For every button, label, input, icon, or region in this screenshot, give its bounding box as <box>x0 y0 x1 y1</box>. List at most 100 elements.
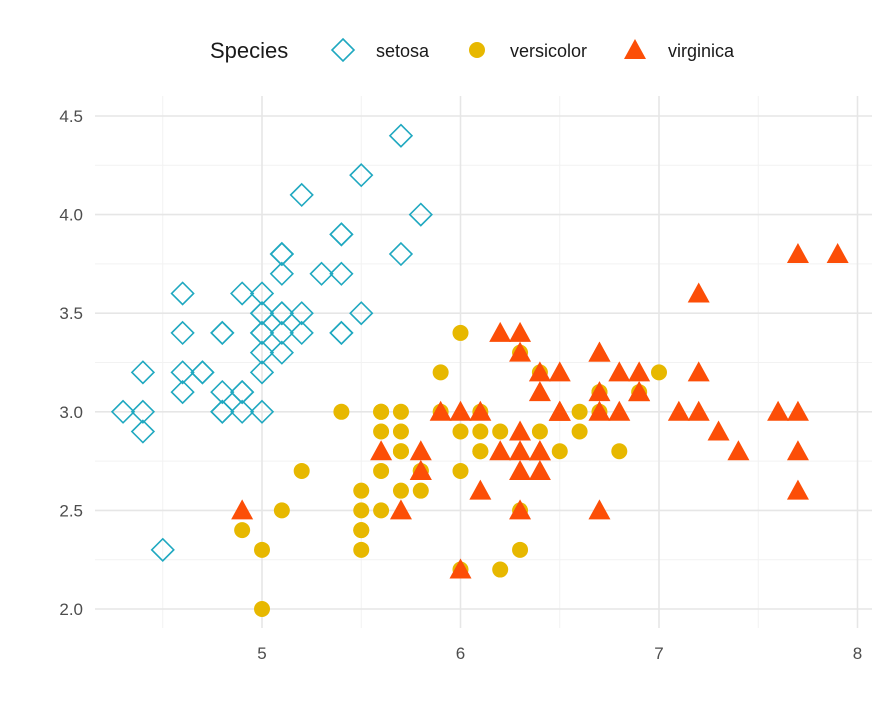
point-virginica <box>588 400 611 421</box>
point-setosa <box>130 419 156 444</box>
point-setosa <box>249 340 275 365</box>
point-setosa <box>170 360 195 385</box>
point-virginica <box>687 282 710 303</box>
point-virginica <box>767 400 790 421</box>
point-setosa <box>110 399 136 424</box>
point-virginica <box>409 459 432 480</box>
point-virginica <box>548 400 571 421</box>
point-setosa <box>289 320 314 346</box>
point-setosa <box>130 360 156 385</box>
point-setosa <box>150 537 175 562</box>
point-setosa <box>329 222 354 247</box>
point-setosa <box>329 261 354 286</box>
point-setosa <box>249 399 275 424</box>
legend-marker-versicolor <box>469 42 485 58</box>
point-virginica <box>528 440 551 461</box>
legend-label-virginica: virginica <box>668 41 735 61</box>
point-setosa <box>289 301 314 326</box>
point-virginica <box>548 361 571 382</box>
point-setosa <box>349 163 374 188</box>
point-virginica <box>786 479 809 500</box>
point-setosa <box>210 399 235 424</box>
point-setosa <box>329 320 354 346</box>
point-versicolor <box>373 502 390 519</box>
point-setosa <box>269 301 294 326</box>
point-virginica <box>628 361 651 382</box>
point-virginica <box>509 321 532 342</box>
point-versicolor <box>651 364 667 381</box>
point-versicolor <box>571 403 588 420</box>
x-tick-label: 8 <box>853 644 862 663</box>
point-versicolor <box>373 403 390 420</box>
point-virginica <box>509 440 532 461</box>
point-setosa <box>329 320 354 346</box>
point-versicolor <box>234 522 251 539</box>
point-setosa <box>269 320 294 346</box>
point-setosa <box>388 123 414 148</box>
y-tick-label: 4.5 <box>59 107 83 126</box>
point-setosa <box>408 202 433 227</box>
point-virginica <box>727 440 750 461</box>
x-tick-label: 5 <box>257 644 266 663</box>
point-setosa <box>249 320 275 346</box>
legend-marker-virginica <box>624 39 646 59</box>
point-versicolor <box>452 423 469 440</box>
point-virginica <box>370 440 393 461</box>
point-versicolor <box>512 541 529 558</box>
point-virginica <box>786 440 809 461</box>
point-setosa <box>170 320 195 346</box>
point-virginica <box>588 381 611 402</box>
point-virginica <box>707 420 730 441</box>
point-setosa <box>249 360 275 385</box>
series-versicolor <box>234 324 667 617</box>
point-versicolor <box>392 443 409 460</box>
point-versicolor <box>254 541 270 558</box>
point-setosa <box>210 320 235 346</box>
point-virginica <box>687 361 710 382</box>
point-virginica <box>509 499 532 520</box>
point-versicolor <box>273 502 290 519</box>
grid <box>95 96 872 628</box>
point-versicolor <box>492 561 509 578</box>
point-setosa <box>289 182 314 208</box>
point-versicolor <box>611 443 628 460</box>
point-virginica <box>389 499 412 520</box>
point-virginica <box>667 400 690 421</box>
y-tick-label: 3.5 <box>59 304 83 323</box>
point-virginica <box>509 341 532 362</box>
y-tick-label: 3.0 <box>59 403 83 422</box>
x-tick-label: 7 <box>654 644 663 663</box>
point-versicolor <box>531 423 548 440</box>
point-setosa <box>329 222 354 247</box>
point-virginica <box>826 243 849 264</box>
point-versicolor <box>373 423 390 440</box>
point-versicolor <box>412 482 429 499</box>
point-versicolor <box>333 403 350 420</box>
point-virginica <box>588 341 611 362</box>
point-versicolor <box>293 462 310 479</box>
y-tick-label: 2.5 <box>59 501 83 520</box>
point-versicolor <box>551 443 568 460</box>
y-tick-label: 4.0 <box>59 206 83 225</box>
point-virginica <box>429 400 452 421</box>
point-setosa <box>210 320 235 346</box>
point-virginica <box>528 361 551 382</box>
point-setosa <box>230 281 255 306</box>
point-setosa <box>349 301 374 326</box>
point-setosa <box>190 360 215 385</box>
point-setosa <box>230 379 255 405</box>
point-virginica <box>528 459 551 480</box>
point-virginica <box>509 459 532 480</box>
point-virginica <box>588 499 611 520</box>
point-virginica <box>687 400 710 421</box>
point-versicolor <box>472 423 489 440</box>
point-virginica <box>528 381 551 402</box>
point-setosa <box>170 379 195 405</box>
point-versicolor <box>392 482 409 499</box>
point-versicolor <box>353 522 370 539</box>
point-setosa <box>130 399 156 424</box>
point-setosa <box>269 261 294 286</box>
point-setosa <box>309 261 334 286</box>
legend-marker-setosa <box>330 37 356 63</box>
point-versicolor <box>353 482 370 499</box>
